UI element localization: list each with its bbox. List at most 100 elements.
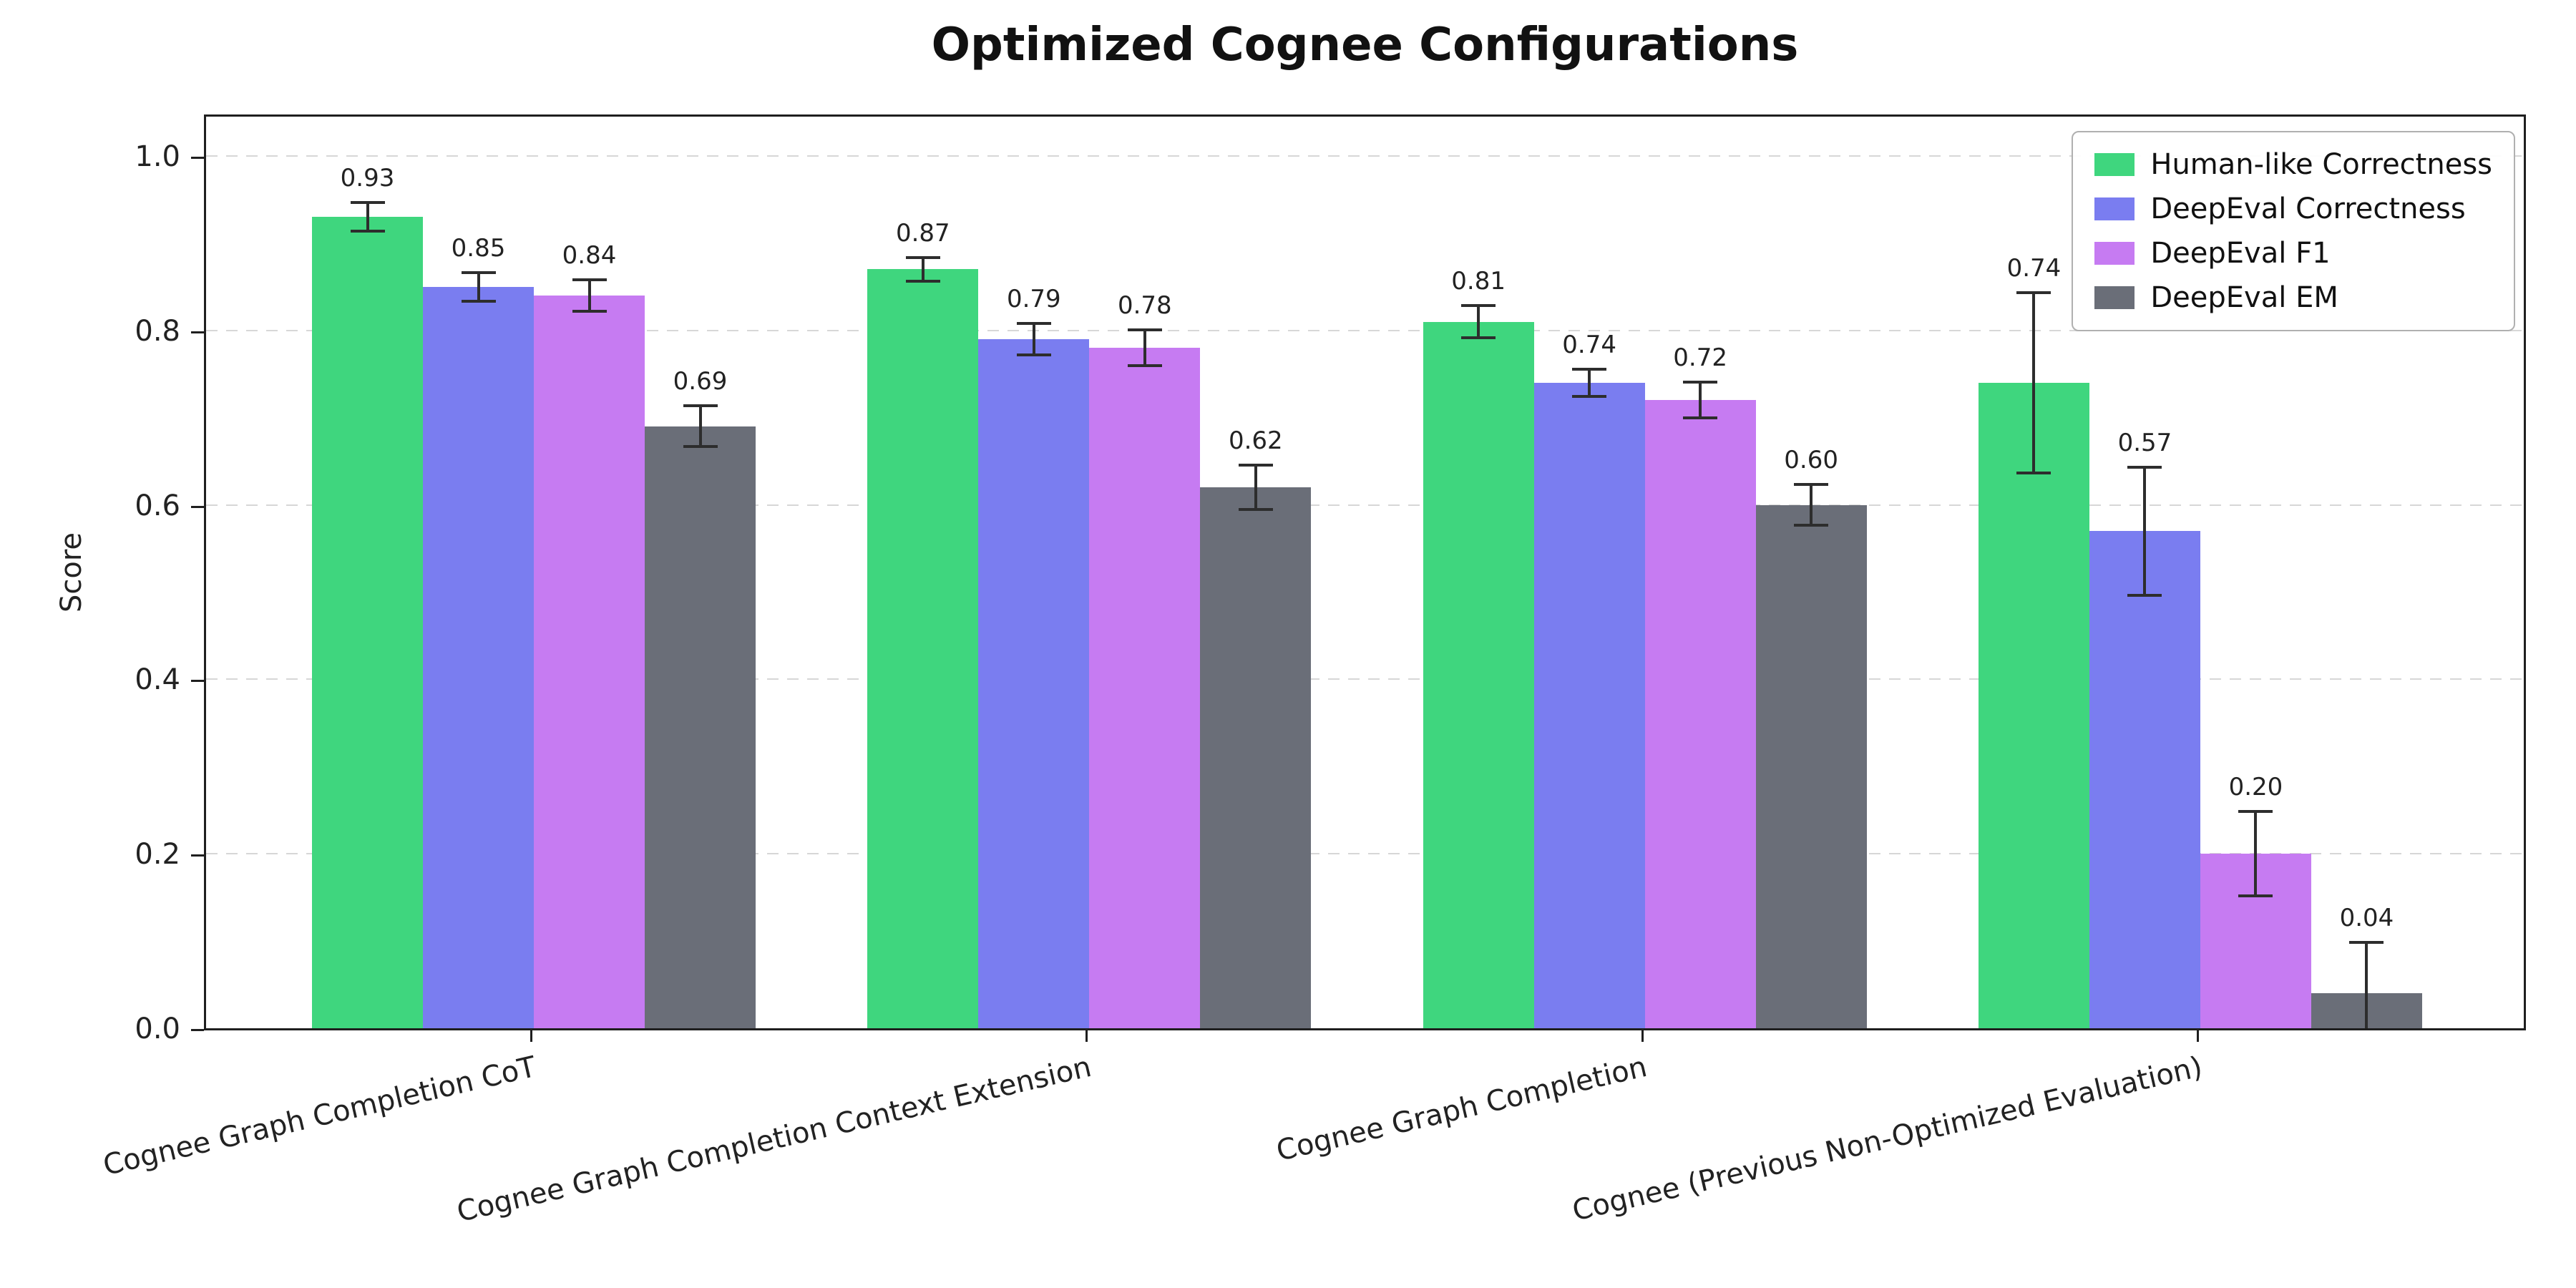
error-bar [2254,810,2258,898]
error-bar [1032,321,1035,357]
bar-human-like-correctness [867,269,979,1028]
error-bar-cap [2238,810,2273,814]
y-tick-mark [191,331,204,333]
error-bar-cap [905,279,940,283]
bar-value-label: 0.81 [1451,267,1506,296]
legend-item-human-like-correctness: Human-like Correctness [2094,148,2492,181]
bar-value-label: 0.87 [895,219,950,248]
bar-value-label: 0.04 [2339,904,2394,933]
error-bar [477,270,480,303]
y-tick-label: 0.4 [135,663,180,697]
error-bar-cap [1683,416,1718,420]
error-bar [1810,483,1813,527]
bar-value-label: 0.57 [2117,428,2172,457]
bar-deepeval-correctness [2089,531,2200,1028]
bar-value-label: 0.84 [562,240,617,270]
bar-value-label: 0.69 [673,367,728,396]
bar-deepeval-f1 [534,296,645,1028]
error-bar-cap [1794,483,1829,487]
legend-swatch [2094,197,2135,220]
legend-swatch [2094,153,2135,176]
legend-item-deepeval-correctness: DeepEval Correctness [2094,192,2492,225]
bar-deepeval-em [1755,504,1867,1028]
bar-deepeval-f1 [1644,400,1756,1028]
error-bar [921,256,924,283]
bar-deepeval-correctness [978,338,1090,1028]
error-bar-cap [1016,353,1051,357]
gridline [206,678,2524,680]
error-bar [2365,941,2368,1028]
bar-value-label: 0.72 [1673,343,1727,373]
y-tick-label: 1.0 [135,140,180,173]
gridline [206,853,2524,855]
legend-item-deepeval-em: DeepEval EM [2094,281,2492,314]
error-bar [1254,464,1257,512]
error-bar-cap [2016,471,2051,474]
legend-label: DeepEval F1 [2150,237,2331,270]
error-bar-cap [1238,464,1273,467]
bar-human-like-correctness [312,217,424,1028]
error-bar-cap [1016,321,1051,325]
error-bar-cap [1238,508,1273,512]
error-bar [366,201,369,233]
error-bar-cap [1461,336,1496,339]
bar-value-label: 0.62 [1228,426,1283,456]
error-bar [1588,368,1591,398]
x-tick-label: Cognee Graph Completion CoT [99,1050,540,1183]
chart-title: Optimized Cognee Configurations [931,19,1799,72]
error-bar-cap [2349,941,2384,945]
bar-deepeval-em [645,426,756,1028]
bar-human-like-correctness [1423,321,1534,1028]
error-bar-cap [2127,465,2162,469]
y-tick-mark [191,156,204,159]
error-bar-cap [1572,394,1607,398]
plot-area: Human-like Correctness DeepEval Correctne… [204,114,2526,1030]
bar-deepeval-em [1200,487,1312,1028]
error-bar-cap [572,310,607,313]
legend-label: DeepEval Correctness [2150,192,2466,225]
error-bar [2032,291,2036,474]
bar-deepeval-correctness [1533,382,1645,1028]
y-tick-label: 0.6 [135,489,180,522]
error-bar-cap [2238,894,2273,898]
bar-value-label: 0.79 [1006,284,1061,313]
error-bar-cap [1127,364,1162,367]
gridline [206,329,2524,331]
gridline [206,155,2524,157]
legend-label: Human-like Correctness [2150,148,2492,181]
x-tick-label: Cognee (Previous Non-Optimized Evaluatio… [1569,1050,2206,1228]
error-bar [1477,304,1480,339]
gridline [206,504,2524,506]
error-bar-cap [1683,381,1718,384]
error-bar-cap [1572,368,1607,371]
error-bar-cap [683,404,718,408]
error-bar-cap [350,230,385,233]
error-bar [1143,328,1146,367]
x-tick-mark [1085,1030,1088,1042]
error-bar-cap [461,299,496,303]
error-bar [587,278,591,313]
bar-value-label: 0.60 [1784,446,1838,475]
error-bar [1699,381,1702,420]
x-tick-mark [530,1030,533,1042]
bar-value-label: 0.78 [1117,291,1172,321]
y-axis-label: Score [55,532,88,613]
error-bar-cap [1794,524,1829,527]
y-tick-mark [191,1029,204,1031]
bar-value-label: 0.85 [451,233,506,263]
bar-value-label: 0.74 [2006,253,2062,283]
x-tick-mark [1641,1030,1644,1042]
x-tick-mark [2196,1030,2199,1042]
bar-deepeval-correctness [423,286,535,1028]
error-bar-cap [1127,328,1162,332]
y-tick-mark [191,854,204,857]
error-bar-cap [1461,304,1496,308]
error-bar-cap [350,201,385,205]
y-tick-label: 0.0 [135,1013,180,1045]
error-bar-cap [905,256,940,260]
error-bar-cap [2016,291,2051,294]
x-tick-label: Cognee Graph Completion Context Extensio… [454,1050,1095,1229]
legend-label: DeepEval EM [2150,281,2338,314]
y-tick-mark [191,505,204,508]
error-bar [2143,465,2147,597]
